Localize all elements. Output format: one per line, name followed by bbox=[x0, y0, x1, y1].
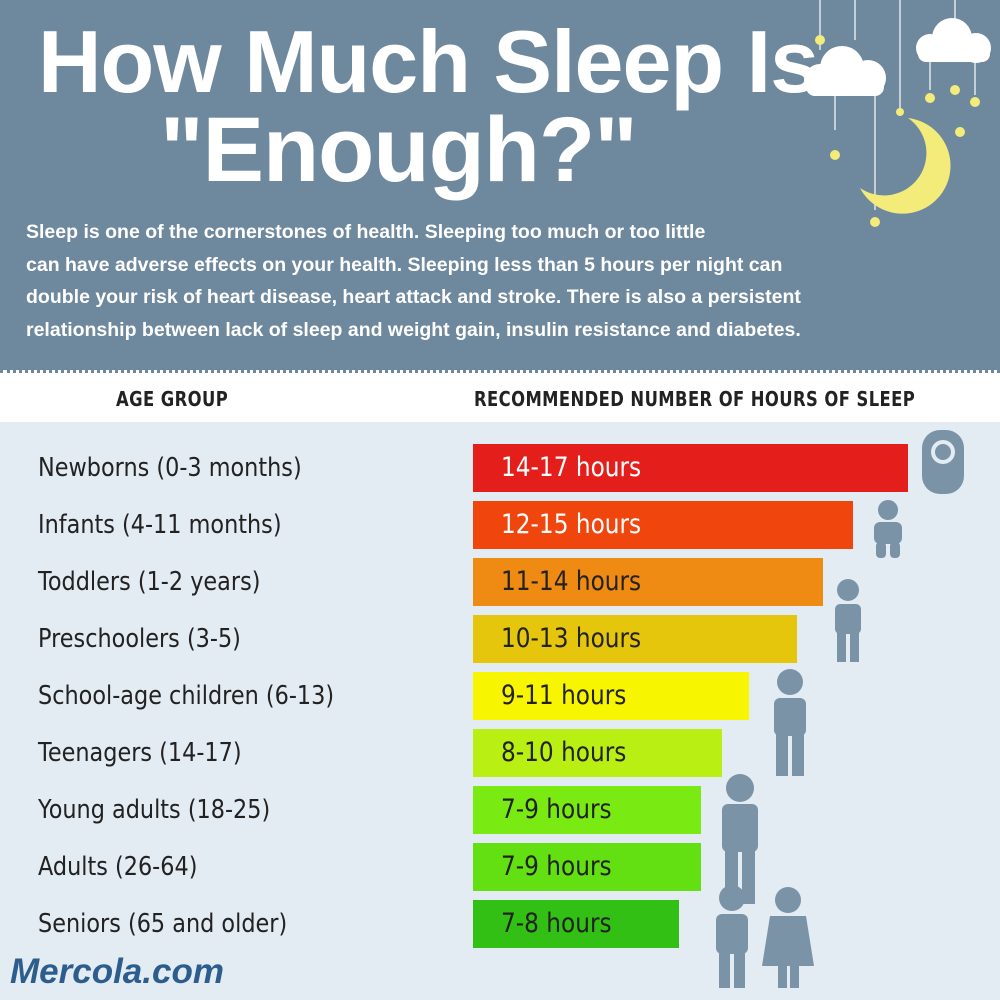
header: How Much Sleep Is "Enough?" Sleep is one… bbox=[0, 0, 1000, 370]
decoration bbox=[804, 0, 991, 227]
hours-label: 10-13 hours bbox=[501, 623, 642, 654]
brand: Mercola.com bbox=[10, 952, 224, 991]
column-headers: AGE GROUP RECOMMENDED NUMBER OF HOURS OF… bbox=[0, 370, 1000, 422]
hours-bar: 7-8 hours bbox=[473, 900, 679, 948]
hours-label: 8-10 hours bbox=[501, 737, 627, 768]
intro: Sleep is one of the cornerstones of heal… bbox=[26, 216, 801, 346]
intro-line: can have adverse effects on your health.… bbox=[26, 253, 783, 276]
intro-line: Sleep is one of the cornerstones of heal… bbox=[26, 221, 706, 243]
hours-bar: 12-15 hours bbox=[473, 501, 853, 549]
hours-bar: 7-9 hours bbox=[473, 786, 701, 834]
hours-bar: 8-10 hours bbox=[473, 729, 722, 777]
intro-line: relationship between lack of sleep and w… bbox=[26, 318, 801, 341]
age-group: Seniors (65 and older) bbox=[38, 909, 288, 939]
title: How Much Sleep Is bbox=[38, 12, 819, 111]
age-group: Infants (4-11 months) bbox=[38, 510, 282, 540]
hours-bar: 7-9 hours bbox=[473, 843, 701, 891]
column-header: RECOMMENDED NUMBER OF HOURS OF SLEEP bbox=[474, 387, 916, 411]
people-icons bbox=[716, 430, 964, 988]
hours-label: 7-9 hours bbox=[501, 851, 612, 882]
hours-bar: 9-11 hours bbox=[473, 672, 749, 720]
hours-label: 9-11 hours bbox=[501, 680, 627, 711]
age-group: Adults (26-64) bbox=[38, 852, 198, 882]
intro-line: double your risk of heart disease, heart… bbox=[26, 286, 801, 308]
age-group: Preschoolers (3-5) bbox=[38, 624, 241, 654]
hours-label: 14-17 hours bbox=[501, 452, 642, 483]
hours-label: 11-14 hours bbox=[501, 566, 642, 597]
hours-label: 7-9 hours bbox=[501, 794, 612, 825]
age-group: Newborns (0-3 months) bbox=[38, 453, 302, 483]
hours-bar: 14-17 hours bbox=[473, 444, 908, 492]
age-group: Toddlers (1-2 years) bbox=[38, 567, 261, 597]
hours-label: 7-8 hours bbox=[501, 908, 612, 939]
age-group: School-age children (6-13) bbox=[38, 681, 335, 711]
age-group: Young adults (18-25) bbox=[38, 795, 271, 825]
hours-label: 12-15 hours bbox=[501, 509, 642, 540]
title: "Enough?" bbox=[160, 99, 638, 201]
hours-bar: 11-14 hours bbox=[473, 558, 823, 606]
age-group: Teenagers (14-17) bbox=[38, 738, 242, 768]
hours-bar: 10-13 hours bbox=[473, 615, 797, 663]
column-header: AGE GROUP bbox=[116, 387, 229, 411]
